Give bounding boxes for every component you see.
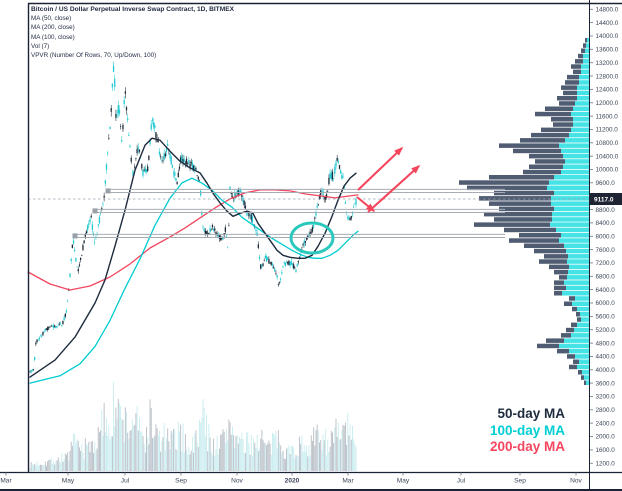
price-tick-label: 3200.0 [596, 394, 616, 401]
price-tick-label: 8400.0 [596, 220, 616, 227]
price-tick-label: 5600.0 [596, 314, 616, 321]
price-tick-label: 7200.0 [596, 260, 616, 267]
time-tick-label: Mar [342, 478, 354, 485]
price-tick-label: 11600.0 [596, 113, 619, 120]
legend-item-3[interactable]: Vol (7) [31, 42, 50, 50]
price-tick-label: 1200.0 [596, 460, 616, 467]
price-axis[interactable]: 14800.0 14400.0 14000.0 13600.0 13200.0 12800… [590, 7, 619, 468]
legend: Bitcoin / US Dollar Perpetual Inverse Sw… [31, 5, 234, 60]
line-handle[interactable] [105, 188, 111, 194]
price-tick-label: 3600.0 [596, 380, 616, 387]
last-price-value: 9117.0 [594, 196, 614, 203]
vpvr-profile [459, 38, 589, 385]
price-tick-label: 13600.0 [596, 47, 619, 54]
line-handle[interactable] [72, 233, 78, 239]
ma-label-200[interactable]: 200-day MA [489, 439, 565, 454]
legend-item-0[interactable]: MA (50, close) [31, 15, 72, 23]
price-tick-label: 12800.0 [596, 73, 619, 80]
ma-label-100[interactable]: 100-day MA [489, 422, 565, 438]
time-tick-label: May [397, 478, 410, 485]
price-tick-label: 5200.0 [596, 327, 616, 334]
last-price-badge: 9117.0 [589, 193, 622, 205]
time-tick-label: Nov [231, 478, 243, 485]
horizontal-line-drawing[interactable] [92, 208, 506, 214]
trend-arrow-drawing[interactable] [367, 164, 421, 213]
time-tick-label: Jul [121, 478, 130, 485]
price-tick-label: 14400.0 [596, 20, 619, 27]
price-tick-label: 4400.0 [596, 354, 616, 361]
horizontal-line-drawing[interactable] [105, 188, 506, 194]
time-tick-label: Sep [514, 478, 526, 485]
ma200-line [27, 189, 359, 291]
price-tick-label: 10800.0 [596, 140, 619, 147]
trend-arrows[interactable] [356, 146, 421, 213]
price-tick-label: 8000.0 [596, 233, 616, 240]
price-tick-label: 6400.0 [596, 287, 616, 294]
price-tick-label: 4800.0 [596, 340, 616, 347]
trend-arrow-drawing[interactable] [357, 146, 404, 191]
price-tick-label: 2000.0 [596, 434, 616, 441]
symbol-title[interactable]: Bitcoin / US Dollar Perpetual Inverse Sw… [31, 6, 234, 13]
price-tick-label: 14800.0 [596, 7, 619, 14]
price-tick-label: 6800.0 [596, 274, 616, 281]
legend-item-1[interactable]: MA (200, close) [31, 24, 75, 32]
price-tick-label: 12400.0 [596, 87, 619, 94]
time-axis[interactable]: Mar May Jul Sep Nov 2020 Mar May Jul Sep Nov [0, 472, 583, 485]
time-tick-label: 2020 [285, 478, 300, 485]
ma50-line [29, 137, 357, 378]
time-tick-label: Jul [457, 478, 466, 485]
price-tick-label: 7600.0 [596, 247, 616, 254]
time-tick-label: Sep [175, 478, 187, 485]
price-tick-label: 11200.0 [596, 127, 619, 134]
price-tick-label: 13200.0 [596, 60, 619, 67]
price-tick-label: 8800.0 [596, 207, 616, 214]
trend-arrow-drawing[interactable] [356, 196, 376, 212]
time-tick-label: Nov [570, 478, 582, 485]
price-tick-label: 9600.0 [596, 180, 616, 187]
volume-layer [29, 381, 357, 471]
price-tick-label: 14000.0 [596, 33, 619, 40]
legend-item-2[interactable]: MA (100, close) [31, 33, 75, 41]
price-tick-label: 2400.0 [596, 420, 616, 427]
time-tick-label: May [62, 478, 75, 485]
highlight-circle-drawing[interactable] [289, 221, 335, 255]
ma-label-50[interactable]: 50-day MA [497, 406, 565, 421]
price-tick-label: 6000.0 [596, 300, 616, 307]
price-tick-label: 1600.0 [596, 447, 616, 454]
price-tick-label: 4000.0 [596, 367, 616, 374]
line-handle[interactable] [92, 208, 98, 214]
price-tick-label: 10000.0 [596, 167, 619, 174]
legend-item-4[interactable]: VPVR (Number Of Rows, 70, Up/Down, 100) [31, 52, 157, 60]
price-tick-label: 2800.0 [596, 407, 616, 414]
price-tick-label: 12000.0 [596, 100, 619, 107]
price-tick-label: 10400.0 [596, 153, 619, 160]
time-tick-label: Mar [0, 478, 12, 485]
ma-label-annotations[interactable]: 50-day MA 100-day MA 200-day MA [490, 406, 565, 456]
